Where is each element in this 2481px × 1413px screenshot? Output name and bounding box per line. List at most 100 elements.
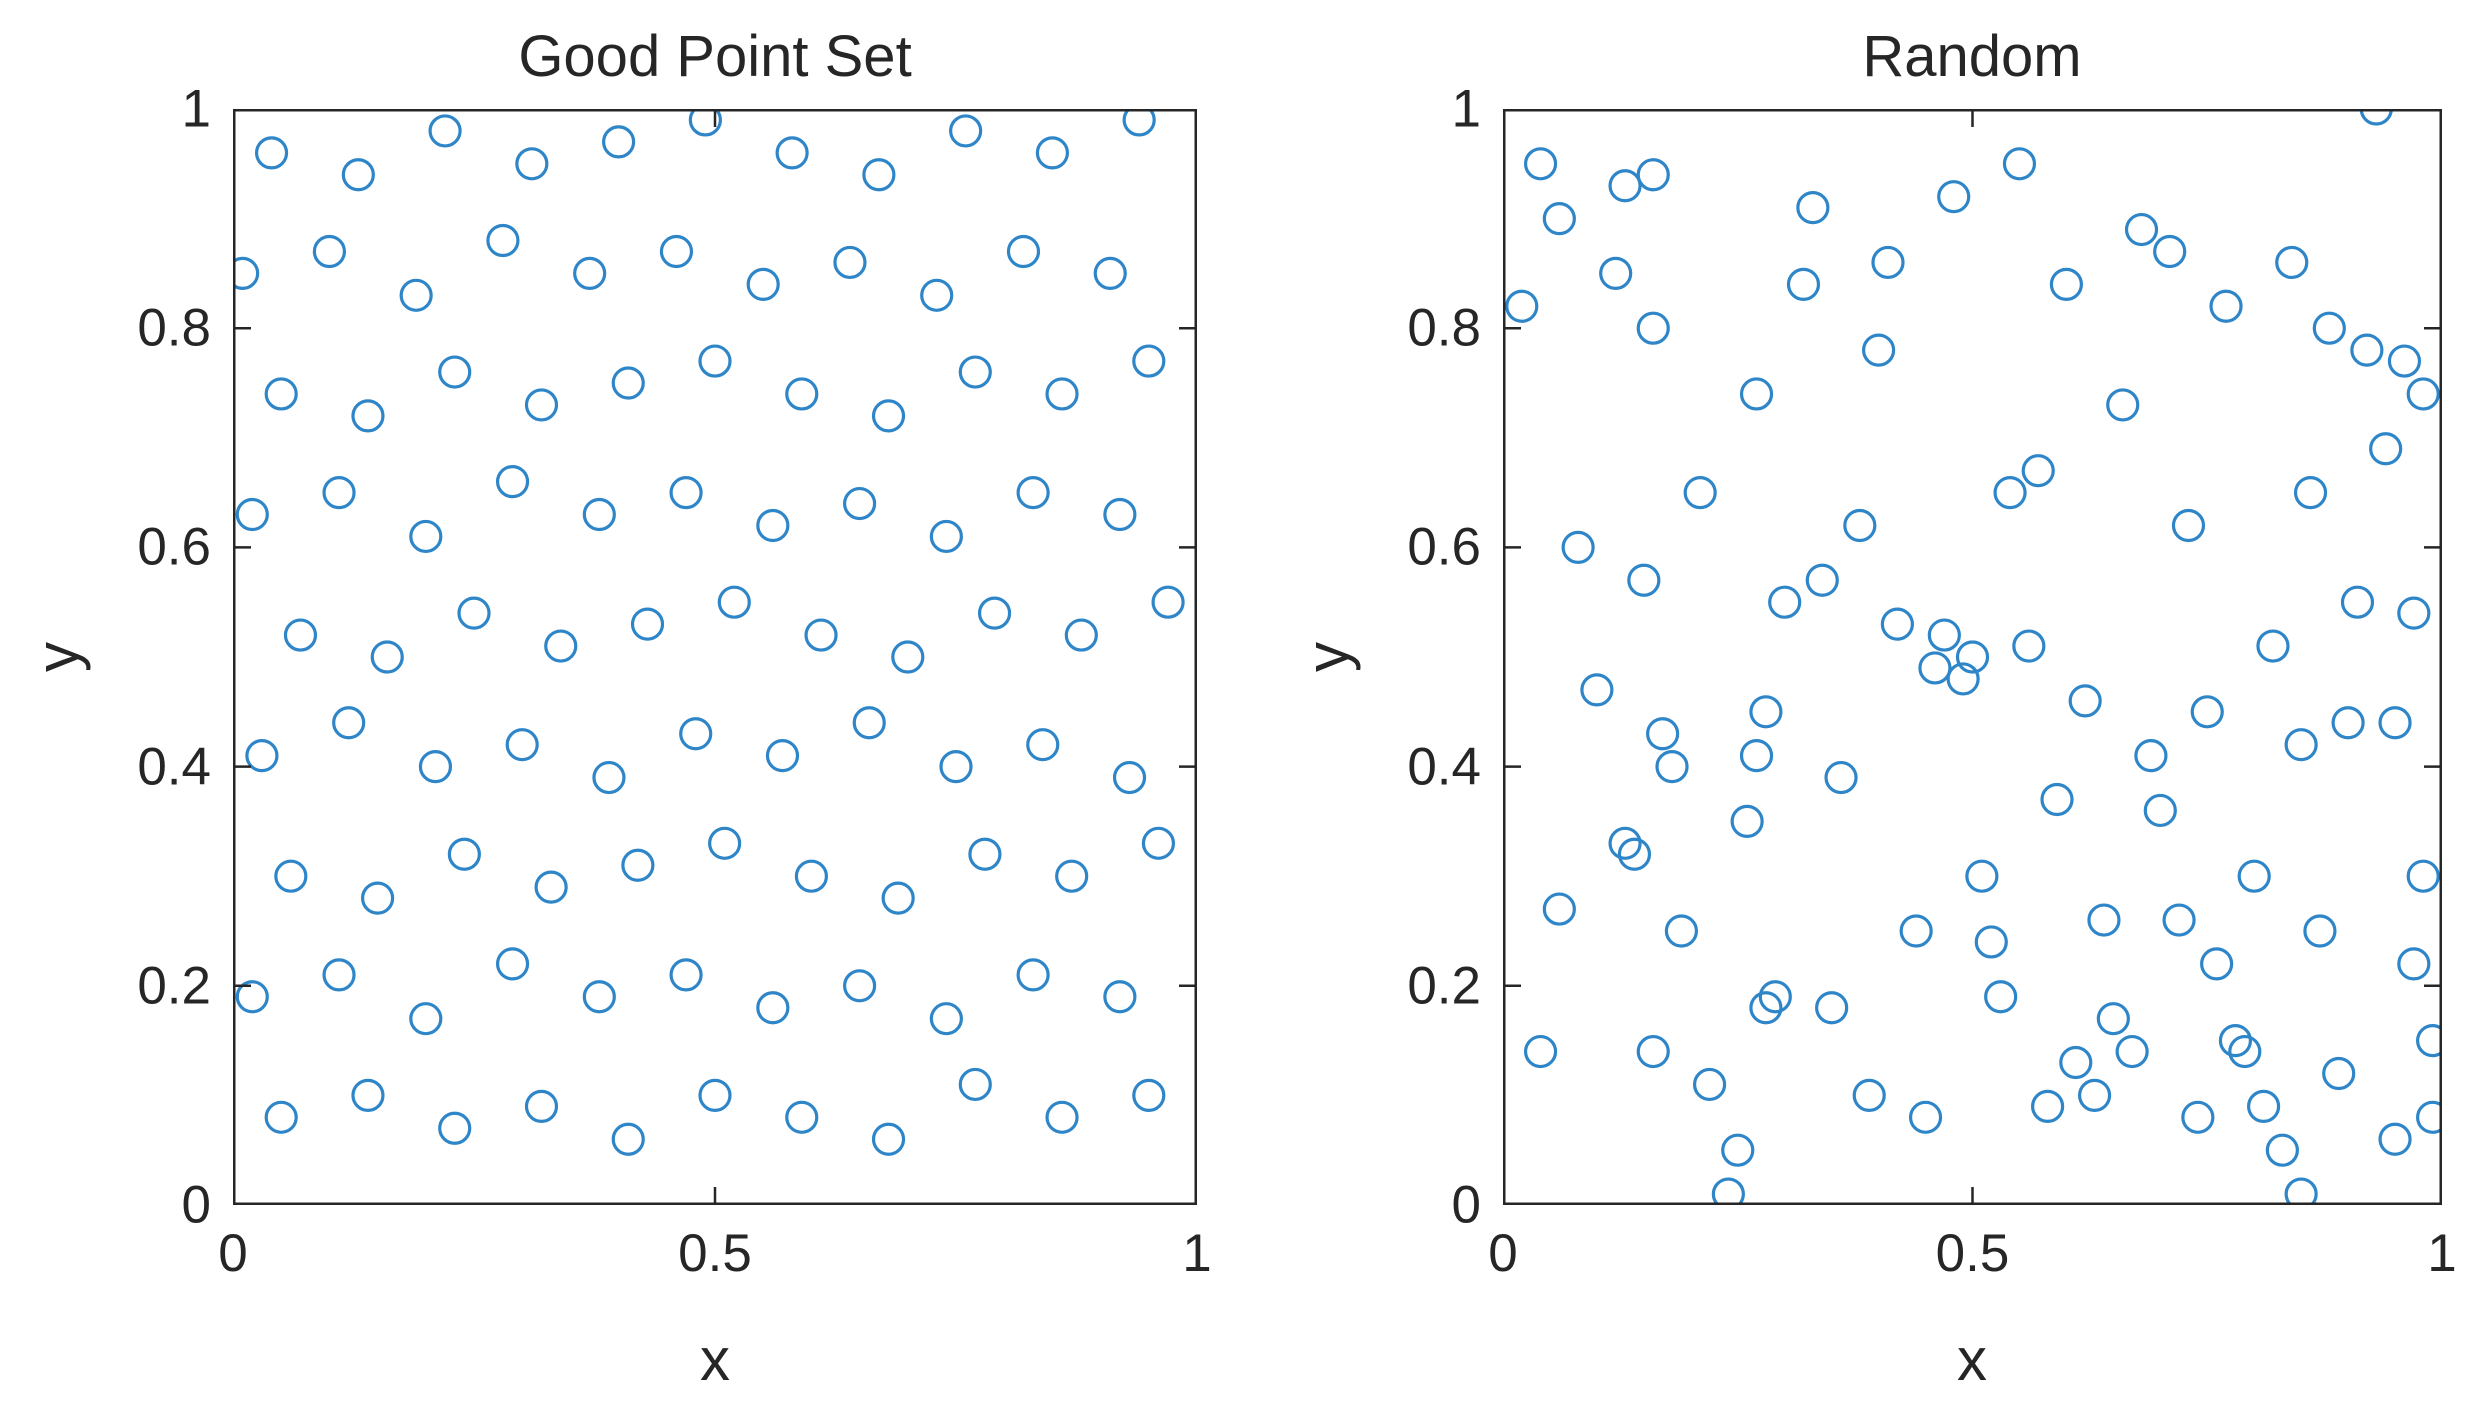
x-tick-label: 1 — [2427, 1224, 2457, 1283]
scatter-point — [881, 881, 915, 915]
scatter-point — [2406, 859, 2440, 893]
scatter-point — [1805, 563, 1839, 597]
scatter-point — [515, 147, 549, 181]
scatter-point — [1608, 169, 1642, 203]
scatter-point — [1112, 760, 1147, 795]
scatter-point — [1852, 1078, 1886, 1113]
scatter-point — [505, 728, 539, 762]
scatter-point — [1880, 607, 1914, 641]
scatter-point — [2275, 245, 2309, 280]
scatter-point — [2134, 739, 2168, 773]
y-tick-label: 0.2 — [1407, 956, 1481, 1016]
scatter-point — [1016, 958, 1050, 992]
scatter-point — [418, 749, 453, 784]
scatter-point — [1899, 914, 1933, 948]
scatter-point — [679, 717, 713, 751]
scatter-point — [370, 640, 404, 674]
scatter-point — [1908, 1100, 1943, 1134]
scatter-point — [1739, 377, 1774, 411]
scatter-point — [698, 344, 732, 378]
scatter-point — [630, 607, 665, 641]
scatter-point — [2378, 706, 2412, 740]
y-tick-label: 0 — [1451, 1175, 1481, 1235]
x-tick-label: 0.5 — [678, 1224, 752, 1283]
scatter-point — [1141, 826, 1176, 860]
scatter-point — [2106, 388, 2140, 422]
scatter-point — [582, 497, 616, 532]
scatter-point — [254, 136, 289, 170]
scatter-point — [2162, 903, 2196, 937]
scatter-point — [659, 234, 694, 269]
scatter-point — [312, 234, 347, 269]
scatter-point — [1016, 476, 1050, 510]
scatter-point — [274, 859, 308, 893]
scatter-point — [1683, 476, 1717, 510]
scatter-point — [717, 585, 751, 619]
y-tick-label: 1 — [181, 79, 211, 139]
scatter-point — [1064, 618, 1098, 652]
scatter-point — [495, 947, 530, 981]
scatter-point — [2115, 1034, 2149, 1069]
scatter-point — [1523, 147, 1558, 181]
scatter-point — [1786, 267, 1821, 301]
scatter-point — [351, 399, 385, 433]
scatter-point — [669, 958, 703, 992]
scatter-point — [1993, 476, 2027, 510]
scatter-point — [756, 991, 790, 1025]
scatter-point — [1636, 1034, 1670, 1069]
scatter-point — [573, 256, 607, 290]
scatter-point — [1815, 991, 1849, 1025]
axes-box — [233, 109, 1197, 1205]
scatter-point — [2265, 1133, 2299, 1167]
scatter-point — [1862, 333, 1896, 367]
scatter-point — [341, 158, 375, 192]
scatter-point — [2002, 147, 2037, 181]
scatter-point — [775, 136, 809, 170]
scatter-point — [1608, 826, 1642, 860]
scatter-point — [2096, 1002, 2130, 1036]
scatter-point — [457, 596, 491, 630]
plot1-title: Good Point Set — [518, 24, 912, 89]
scatter-point — [2077, 1078, 2112, 1113]
scatter-point — [1824, 760, 1858, 795]
y-tick-label: 0 — [181, 1175, 211, 1235]
scatter-point — [891, 640, 925, 674]
scatter-point — [409, 519, 443, 554]
scatter-point — [2059, 1045, 2093, 1080]
scatter-point — [968, 837, 1002, 871]
scatter-point — [2331, 706, 2365, 740]
scatter-point — [2021, 454, 2055, 488]
scatter-point — [2181, 1100, 2215, 1134]
scatter-point — [785, 377, 819, 411]
scatter-point — [2369, 432, 2403, 466]
scatter-point — [2200, 947, 2234, 981]
scatter-point — [2153, 234, 2187, 269]
y-tick-label: 0.4 — [137, 737, 211, 797]
scatter-point — [1122, 109, 1156, 137]
scatter-point — [1132, 344, 1166, 378]
scatter-point — [756, 508, 790, 543]
scatter-point — [438, 1111, 472, 1145]
y-tick-label: 0.2 — [137, 956, 211, 1016]
scatter-point — [1965, 859, 1999, 893]
scatter-point — [1505, 289, 1539, 323]
y-tick-label: 0.8 — [137, 298, 211, 358]
scatter-point — [2049, 267, 2084, 301]
scatter-point — [1918, 651, 1952, 685]
scatter-point — [361, 881, 395, 915]
scatter-point — [2209, 289, 2243, 323]
scatter-point — [1927, 618, 1961, 652]
y-tick-label: 1 — [1451, 79, 1481, 139]
scatter-point — [1758, 980, 1792, 1014]
scatter-point — [1955, 640, 1990, 674]
scatter-point — [2416, 1024, 2442, 1058]
scatter-point — [283, 618, 318, 652]
scatter-canvas — [1503, 109, 2442, 1205]
scatter-point — [1523, 1034, 1558, 1069]
plot1-x-axis-label: x — [700, 1326, 730, 1393]
scatter-point — [842, 969, 877, 1003]
y-tick-label: 0.6 — [137, 517, 211, 577]
scatter-point — [322, 476, 356, 510]
plot2-y-axis-label: y — [1294, 642, 1361, 672]
scatter-point — [264, 377, 298, 411]
